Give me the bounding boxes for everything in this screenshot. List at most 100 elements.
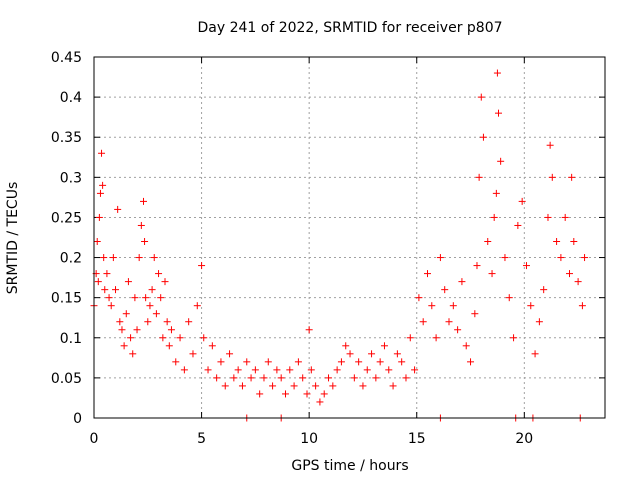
data-point [172,358,180,366]
data-point [380,342,388,350]
data-point [540,286,548,294]
data-point [350,374,358,382]
data-point [251,366,259,374]
y-axis-label: SRMTID / TECUs [5,182,21,295]
data-point [419,318,427,326]
data-point [368,350,376,358]
data-point [139,197,147,205]
data-point [137,221,145,229]
data-point [98,149,106,157]
data-point [260,374,268,382]
data-point [157,294,165,302]
data-point [355,358,363,366]
data-point [402,374,410,382]
data-point [458,278,466,286]
data-point [99,181,107,189]
data-point [299,374,307,382]
data-point [359,382,367,390]
data-point [432,334,440,342]
data-point [234,366,242,374]
y-tick-label: 0 [73,411,82,427]
data-point [247,374,255,382]
data-point [213,374,221,382]
data-point [176,334,184,342]
data-point [561,213,569,221]
data-point [471,310,479,318]
data-point [155,270,163,278]
data-point [208,342,216,350]
data-point [127,334,135,342]
data-point [100,254,108,262]
data-point [142,294,150,302]
data-point [428,302,436,310]
data-point [264,358,272,366]
data-point [124,278,132,286]
data-point [105,294,113,302]
data-point [303,390,311,398]
data-point [256,390,264,398]
data-point [167,326,175,334]
x-tick-label: 5 [197,431,206,447]
x-tick-label: 20 [515,431,533,447]
data-point [505,294,513,302]
data-point [131,294,139,302]
data-point [120,342,128,350]
data-point [204,366,212,374]
data-point [479,133,487,141]
y-tick-label: 0.05 [51,371,82,387]
grid [94,57,605,418]
data-point [101,286,109,294]
data-point [393,350,401,358]
data-point [96,189,104,197]
data-point [161,278,169,286]
data-point [501,254,509,262]
data-point [325,374,333,382]
data-point [415,294,423,302]
data-point [217,358,225,366]
data-point [193,302,201,310]
data-point [578,302,586,310]
data-point [226,350,234,358]
data-point [494,109,502,117]
data-point [329,382,337,390]
data-point [94,278,102,286]
data-point [114,205,122,213]
data-point [107,302,115,310]
data-point [445,318,453,326]
data-point [116,318,124,326]
x-axis-label: GPS time / hours [291,458,408,474]
data-point [372,374,380,382]
data-point [109,254,117,262]
data-point [527,302,535,310]
data-point [118,326,126,334]
data-point [467,358,475,366]
data-point [477,93,485,101]
data-point [518,197,526,205]
data-point [133,326,141,334]
data-point [112,286,120,294]
data-point [122,310,130,318]
y-tick-label: 0.3 [60,170,82,186]
data-point [93,238,101,246]
data-point [510,334,518,342]
data-point [152,310,160,318]
x-tick-labels: 0 5 10 15 20 [90,431,534,447]
data-point [574,278,582,286]
y-tick-label: 0.2 [60,251,82,267]
data-point [535,318,543,326]
data-point [490,213,498,221]
data-point [307,366,315,374]
data-point [281,390,289,398]
data-point [346,350,354,358]
data-point [238,382,246,390]
data-point [398,358,406,366]
data-points [90,69,589,422]
data-point [333,366,341,374]
data-point [185,318,193,326]
data-point [165,342,173,350]
data-point [546,141,554,149]
data-point [159,334,167,342]
data-point [150,254,158,262]
data-point [363,366,371,374]
